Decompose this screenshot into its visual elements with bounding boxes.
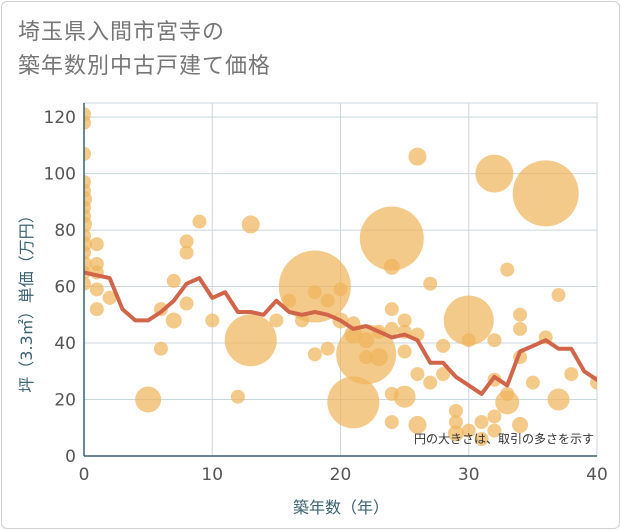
data-bubble [564, 367, 579, 382]
data-bubble [230, 389, 245, 404]
x-tick-labels: 0 10 20 30 40 [79, 465, 608, 485]
x-axis-title: 築年数（年） [293, 498, 389, 517]
data-bubble [547, 388, 570, 411]
data-bubble [89, 237, 104, 252]
data-bubble [165, 312, 182, 329]
data-bubble [448, 403, 463, 418]
data-bubble [461, 333, 476, 348]
data-bubble [241, 215, 260, 234]
data-bubble [487, 333, 502, 348]
data-bubble [384, 321, 399, 336]
data-bubble [447, 425, 464, 442]
data-bubble [166, 273, 181, 288]
data-bubble [474, 415, 489, 430]
y-tick-label: 60 [54, 278, 76, 298]
data-bubble [179, 296, 194, 311]
data-bubble [461, 423, 476, 438]
chart-title: 埼玉県入間市宮寺の 築年数別中古戸建て価格 [18, 16, 271, 84]
data-bubble [551, 288, 566, 303]
data-bubble [205, 313, 220, 328]
data-bubble [423, 276, 438, 291]
data-bubble [84, 276, 91, 291]
data-bubble [436, 367, 451, 382]
x-tick-label: 10 [201, 465, 223, 485]
data-bubble [525, 375, 540, 390]
y-tick-label: 0 [65, 447, 76, 467]
data-bubble [269, 313, 284, 328]
data-bubble [487, 409, 502, 424]
y-tick-label: 80 [54, 221, 76, 241]
data-bubble [408, 147, 427, 166]
data-bubble [383, 258, 400, 275]
data-bubble [192, 214, 207, 229]
data-bubble [500, 262, 515, 277]
data-bubble [513, 307, 528, 322]
trend-line-layer [84, 270, 597, 396]
data-bubble [358, 332, 375, 349]
data-bubble [495, 390, 520, 415]
data-bubble [224, 314, 277, 367]
data-bubble [359, 206, 424, 271]
data-bubble [153, 341, 168, 356]
y-axis-title: 坪（3.3㎡）単価（万円） [17, 207, 36, 392]
data-bubble [102, 290, 117, 305]
data-bubble [307, 347, 322, 362]
data-bubble [384, 302, 399, 317]
data-bubble [474, 432, 489, 447]
data-bubble [327, 376, 380, 429]
data-bubble [89, 302, 104, 317]
data-bubble [512, 160, 579, 227]
data-bubble [397, 344, 412, 359]
data-bubble [179, 245, 194, 260]
data-bubble [423, 375, 438, 390]
data-bubble [359, 350, 374, 365]
y-tick-label: 120 [44, 108, 76, 128]
x-tick-label: 30 [458, 465, 480, 485]
data-bubble [410, 367, 425, 382]
data-bubble [436, 338, 451, 353]
data-bubble [84, 115, 91, 130]
data-bubble [397, 313, 412, 328]
data-bubble [393, 385, 416, 408]
y-tick-labels: 0 20 40 60 80 100 120 [44, 108, 76, 467]
data-bubble [84, 216, 92, 233]
bubble-size-note: 円の大きさは、取引の多さを示す [414, 432, 594, 446]
data-bubble [487, 423, 502, 438]
average-price-line [84, 270, 597, 396]
y-tick-label: 40 [54, 334, 76, 354]
data-bubble [369, 348, 388, 367]
data-bubble [443, 295, 494, 346]
data-bubble [384, 415, 399, 430]
data-bubble [512, 416, 529, 433]
data-bubble [320, 341, 335, 356]
data-bubble [475, 154, 514, 193]
chart-title-line-2: 築年数別中古戸建て価格 [18, 54, 272, 79]
y-tick-label: 20 [54, 391, 76, 411]
data-bubble [513, 321, 528, 336]
data-bubble [179, 234, 194, 249]
x-tick-label: 40 [586, 465, 608, 485]
data-bubble [408, 415, 427, 434]
data-bubble [307, 285, 322, 300]
data-bubble [320, 293, 335, 308]
data-bubble [333, 282, 348, 297]
data-bubble [135, 386, 162, 413]
x-tick-label: 20 [330, 465, 352, 485]
x-tick-label: 0 [79, 465, 90, 485]
data-bubble [89, 282, 104, 297]
data-bubble [84, 146, 91, 161]
chart-title-line-1: 埼玉県入間市宮寺の [18, 20, 226, 45]
y-tick-label: 100 [44, 165, 76, 185]
data-bubble [448, 415, 463, 430]
axes [83, 103, 597, 457]
